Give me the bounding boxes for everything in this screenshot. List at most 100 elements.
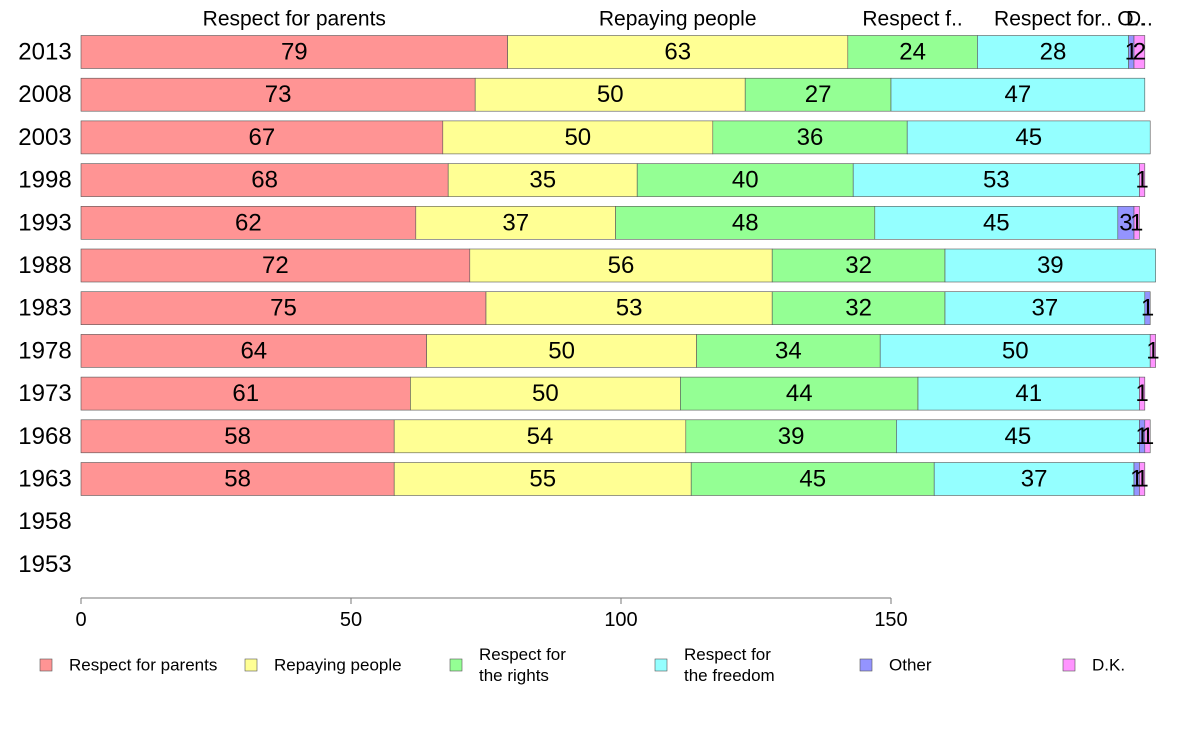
data-label-respect-for-the-rights-2013: 24: [899, 39, 926, 66]
bar-repaying-people-1978: [426, 334, 697, 368]
legend-label-respect-for-parents: Respect for parents: [69, 656, 217, 675]
bar-repaying-people-1988: [469, 248, 773, 283]
bar-repaying-people-2003: [442, 120, 714, 155]
y-tick-label-1958: 1958: [18, 508, 71, 535]
bar-respect-for-the-freedom-1988: [944, 248, 1156, 283]
bar-repaying-people-1998: [447, 163, 638, 197]
y-tick-label-2008: 2008: [18, 81, 71, 108]
bar-respect-for-the-freedom-1983: [944, 291, 1146, 326]
legend-swatch-respect-for-the-rights: [449, 658, 463, 672]
bar-repaying-people-2008: [474, 77, 746, 112]
data-label-respect-for-the-rights-1988: 32: [845, 252, 872, 279]
data-label-respect-for-the-rights-1963: 45: [799, 466, 826, 493]
data-label-respect-for-the-freedom-1973: 41: [1015, 380, 1042, 407]
bar-respect-for-the-rights-1998: [636, 163, 854, 197]
y-tick-label-1968: 1968: [18, 423, 71, 450]
data-label-respect-for-the-freedom-1998: 53: [983, 167, 1010, 194]
x-tick-label-150: 150: [874, 609, 907, 631]
data-label-respect-for-the-rights-1998: 40: [732, 167, 759, 194]
bar-d-k-1963: [1139, 462, 1146, 496]
legend-label-respect-for-the-rights-line-1: Respect for: [479, 645, 566, 664]
legend-swatch-respect-for-parents: [39, 658, 53, 672]
legend-label-other: Other: [889, 656, 932, 675]
column-header-d-k: D..: [1126, 8, 1153, 31]
bar-respect-for-parents-1993: [80, 206, 417, 240]
bar-respect-for-the-freedom-1973: [917, 376, 1140, 411]
y-tick-label-2003: 2003: [18, 124, 71, 151]
legend-label-respect-for-the-freedom-line-1: Respect for: [684, 645, 771, 664]
bar-respect-for-parents-1968: [80, 419, 395, 454]
y-tick-label-2013: 2013: [18, 39, 71, 66]
bar-other-1983: [1144, 291, 1151, 326]
data-label-respect-for-the-freedom-1988: 39: [1037, 252, 1064, 279]
bar-d-k-1978: [1149, 334, 1156, 368]
bar-respect-for-parents-1978: [80, 334, 427, 368]
bar-respect-for-the-rights-1968: [685, 419, 897, 454]
bar-d-k-1993: [1133, 206, 1140, 240]
y-tick-label-1978: 1978: [18, 337, 71, 364]
bar-respect-for-the-rights-1978: [696, 334, 881, 368]
data-label-respect-for-the-rights-2008: 27: [805, 81, 832, 108]
data-label-respect-for-the-rights-2003: 36: [797, 124, 824, 151]
data-label-respect-for-the-rights-1983: 32: [845, 295, 872, 322]
bar-respect-for-the-freedom-1998: [852, 163, 1140, 197]
data-label-respect-for-parents-1963: 58: [224, 466, 251, 493]
legend-swatch-repaying-people: [244, 658, 258, 672]
bar-respect-for-the-rights-2003: [712, 120, 908, 155]
bar-respect-for-the-freedom-1968: [896, 419, 1140, 454]
bar-repaying-people-1993: [415, 206, 616, 240]
x-tick-label-50: 50: [340, 609, 362, 631]
data-label-repaying-people-1993: 37: [502, 209, 529, 236]
x-tick-label-100: 100: [604, 609, 637, 631]
bar-respect-for-the-rights-2008: [744, 77, 892, 112]
bar-respect-for-the-rights-1988: [771, 248, 946, 283]
bar-d-k-1998: [1139, 163, 1146, 197]
bar-respect-for-the-freedom-1978: [879, 334, 1151, 368]
data-label-other-1993: 3: [1119, 209, 1132, 236]
data-label-d-k-1973: 1: [1135, 380, 1148, 407]
data-label-respect-for-the-freedom-1978: 50: [1002, 337, 1029, 364]
data-label-respect-for-parents-1993: 62: [235, 209, 262, 236]
data-label-respect-for-the-rights-1993: 48: [732, 209, 759, 236]
column-header-respect-for-the-freedom: Respect for..: [994, 8, 1112, 31]
legend-label-respect-for-the-rights-line-2: the rights: [479, 666, 549, 685]
bar-respect-for-the-rights-1963: [690, 462, 935, 496]
bar-repaying-people-1963: [393, 462, 692, 496]
bar-respect-for-parents-1963: [80, 462, 395, 496]
y-tick-label-1993: 1993: [18, 209, 71, 236]
legend: Respect for parents Repaying people Respec…: [39, 645, 1125, 685]
bar-respect-for-the-freedom-2003: [906, 120, 1151, 155]
legend-swatch-other: [859, 658, 873, 672]
data-label-repaying-people-2003: 50: [564, 124, 591, 151]
y-tick-label-1998: 1998: [18, 167, 71, 194]
x-tick-label-0: 0: [75, 609, 86, 631]
column-header-other: O..: [1117, 8, 1145, 31]
data-label-repaying-people-1978: 50: [548, 337, 575, 364]
bar-respect-for-parents-1988: [80, 248, 471, 283]
data-label-respect-for-the-freedom-2013: 28: [1040, 39, 1067, 66]
data-label-d-k-1993: 1: [1130, 209, 1143, 236]
data-label-respect-for-the-rights-1973: 44: [786, 380, 813, 407]
data-label-repaying-people-1968: 54: [527, 423, 554, 450]
data-label-respect-for-the-freedom-1968: 45: [1005, 423, 1032, 450]
data-label-repaying-people-1963: 55: [529, 466, 556, 493]
data-label-respect-for-parents-1968: 58: [224, 423, 251, 450]
bar-d-k-1968: [1144, 419, 1151, 454]
bar-respect-for-the-rights-1993: [615, 206, 876, 240]
y-tick-label-1953: 1953: [18, 551, 71, 578]
data-label-other-1983: 1: [1141, 295, 1154, 322]
column-header-respect-for-the-rights: Respect f..: [862, 8, 962, 31]
data-label-repaying-people-1983: 53: [616, 295, 643, 322]
bar-repaying-people-1973: [410, 376, 681, 411]
bar-repaying-people-2013: [507, 35, 849, 69]
data-label-d-k-2013: 2: [1133, 39, 1146, 66]
bar-respect-for-the-freedom-2008: [890, 77, 1146, 112]
data-label-respect-for-the-rights-1968: 39: [778, 423, 805, 450]
data-label-respect-for-parents-2003: 67: [249, 124, 276, 151]
data-label-repaying-people-1973: 50: [532, 380, 559, 407]
data-label-respect-for-parents-1998: 68: [251, 167, 278, 194]
bar-respect-for-the-rights-1983: [771, 291, 946, 326]
bar-respect-for-parents-2008: [80, 77, 476, 112]
bars: 79 63 24 28 1 2 73 50 27 47 67 50 36 45 68 35 40 53 1 62 37 4…: [80, 35, 1160, 496]
